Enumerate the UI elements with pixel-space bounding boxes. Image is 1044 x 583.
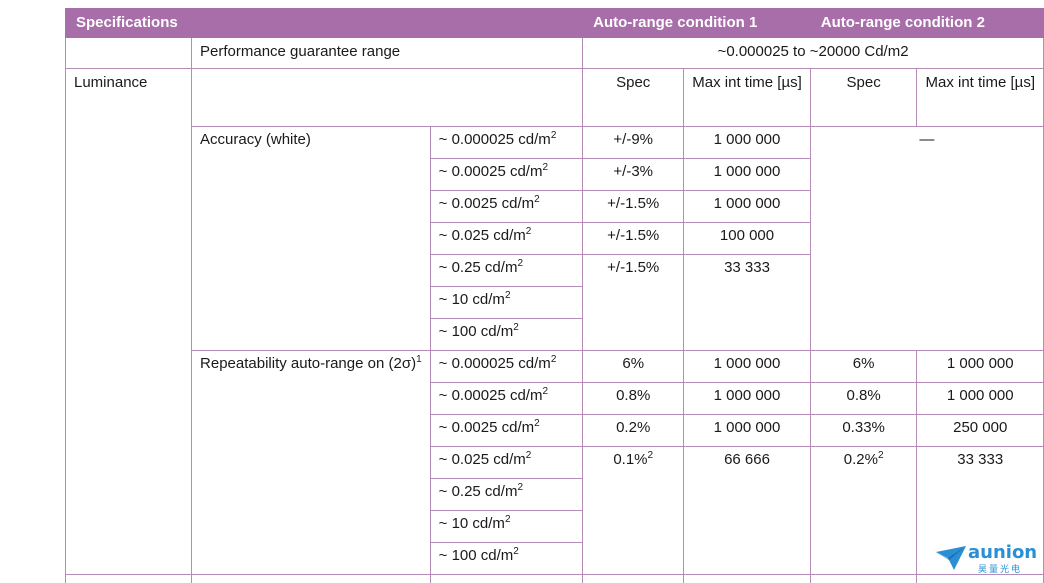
table-row: Repeatability auto-range on (2σ)1 ~ 0.00… [66,351,1044,383]
accuracy-na-cell: — [810,127,1043,351]
level-cell: ~ 0.25 cd/m2 [430,255,583,287]
header-specifications: Specifications [66,9,583,38]
max-int-cell: 100 000 [684,223,811,255]
spec-cell: +/-1.5% [583,223,684,255]
max-int-cell: 1 000 000 [684,383,811,415]
max-int-cell: 1 000 000 [684,415,811,447]
col-spec-1: Spec [583,69,684,127]
spec-cell: 0.8% [583,383,684,415]
specifications-table: Specifications Auto-range condition 1 Au… [65,8,1044,583]
spec-cell: 0.33% [810,415,917,447]
level-cell: ~ 0.0025 cd/m2 [430,191,583,223]
performance-label: Performance guarantee range [192,38,583,69]
max-int-cell: 1 000 000 [917,383,1044,415]
spec-cell: +/-1.5% [583,191,684,223]
repeatability-label: Repeatability auto-range on (2σ)1 [192,351,431,575]
level-cell: ~ 0.000025 cd/m2 [430,351,583,383]
level-cell: ~ 0.00025 cd/m2 [430,159,583,191]
table-row: Accuracy (white) ~ 0.000025 cd/m2 +/-9% … [66,127,1044,159]
max-int-cell: 1 000 000 [684,159,811,191]
paper-plane-logo-icon [934,544,968,572]
level-cell: ~ 100 cd/m2 [430,543,583,575]
col-max-int-1: Max int time [µs] [684,69,811,127]
spec-cell: 0.8% [810,383,917,415]
spec-cell: 6% [810,351,917,383]
max-int-cell: 1 000 000 [684,191,811,223]
max-int-cell: 66 666 [684,447,811,575]
empty-cell [192,69,583,127]
level-cell: ~ 0.025 cd/m2 [430,223,583,255]
spec-cell: 0.2%2 [810,447,917,575]
luminance-subheader-row: Luminance Spec Max int time [µs] Spec Ma… [66,69,1044,127]
spec-cell: +/-9% [583,127,684,159]
level-cell: ~ 0.25 cd/m2 [430,479,583,511]
level-cell: ~ 100 cd/m2 [430,319,583,351]
accuracy-label: Accuracy (white) [192,127,431,351]
col-spec-2: Spec [810,69,917,127]
spec-cell: +/-3% [583,159,684,191]
level-cell: ~ 0.00025 cd/m2 [430,383,583,415]
header-condition-1: Auto-range condition 1 [583,9,811,38]
performance-row: Performance guarantee range ~0.000025 to… [66,38,1044,69]
logo-subtext: 昊量光电 [978,562,1022,575]
max-int-cell: 1 000 000 [684,351,811,383]
spec-cell: +/-1.5% [583,255,684,351]
spec-cell: 0.1%2 [583,447,684,575]
luminance-label: Luminance [66,69,192,575]
spec-cell: 0.2% [583,415,684,447]
max-int-cell: 250 000 [917,415,1044,447]
max-int-cell: 1 000 000 [917,351,1044,383]
level-cell: ~ 10 cd/m2 [430,287,583,319]
header-row: Specifications Auto-range condition 1 Au… [66,9,1044,38]
header-condition-2: Auto-range condition 2 [810,9,1043,38]
col-max-int-2: Max int time [µs] [917,69,1044,127]
level-cell: ~ 0.0025 cd/m2 [430,415,583,447]
logo-text: aunion [968,542,1037,563]
spec-cell: 6% [583,351,684,383]
empty-cell [66,38,192,69]
max-int-cell: 1 000 000 [684,127,811,159]
max-int-cell: 33 333 [684,255,811,351]
performance-value: ~0.000025 to ~20000 Cd/m2 [583,38,1044,69]
level-cell: ~ 0.000025 cd/m2 [430,127,583,159]
aunion-logo: aunion 昊量光电 [934,542,1034,576]
level-cell: ~ 10 cd/m2 [430,511,583,543]
level-cell: ~ 0.025 cd/m2 [430,447,583,479]
